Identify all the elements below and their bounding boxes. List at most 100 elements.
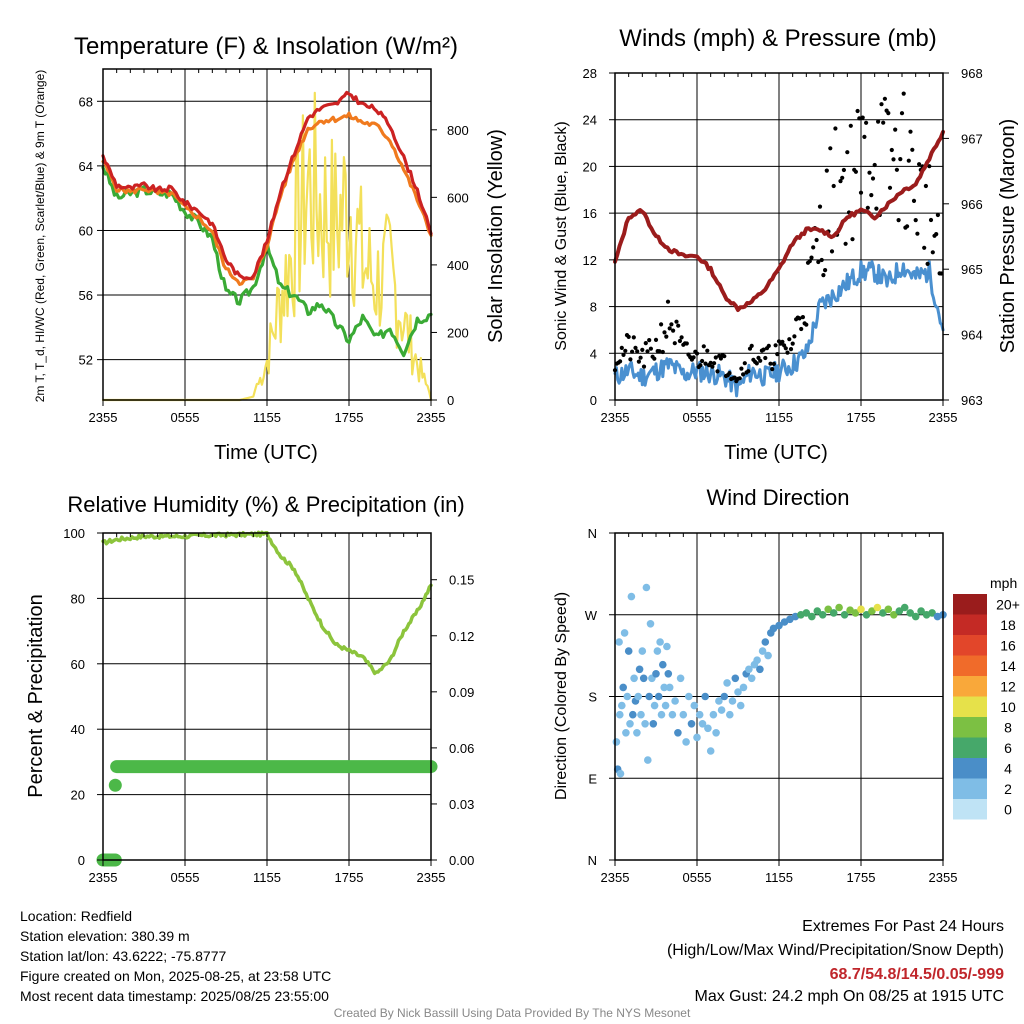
gust-point — [816, 259, 821, 265]
y-tick-label-right: 800 — [447, 123, 469, 138]
legend-swatch — [953, 594, 987, 615]
direction-point — [668, 710, 677, 719]
legend-label: 6 — [1004, 740, 1012, 756]
gust-point — [674, 319, 679, 324]
gust-point — [831, 183, 836, 189]
x-tick-label: 0555 — [171, 870, 200, 885]
gust-point — [800, 315, 806, 320]
gust-point — [623, 348, 628, 353]
gust-point — [833, 126, 838, 131]
legend-label: 8 — [1004, 719, 1012, 735]
gust-point — [630, 349, 635, 354]
direction-point — [928, 609, 936, 617]
direction-point — [657, 710, 666, 719]
direction-point — [723, 679, 731, 687]
legend-label: 10 — [1000, 699, 1016, 715]
gust-point — [636, 359, 642, 364]
gust-point — [917, 162, 922, 167]
gust-point — [853, 169, 859, 174]
gust-point — [694, 351, 700, 356]
chart-title: Temperature (F) & Insolation (W/m²) — [74, 33, 458, 60]
direction-point — [900, 603, 909, 612]
x-axis-label: Time (UTC) — [724, 442, 828, 464]
gust-point — [792, 334, 797, 339]
gust-point — [742, 361, 747, 366]
gust-point — [722, 354, 727, 359]
y-tick-label: 12 — [583, 253, 597, 268]
legend-label: 2 — [1004, 781, 1012, 797]
direction-point — [706, 747, 715, 755]
gust-point — [712, 361, 717, 366]
direction-point — [620, 629, 629, 637]
legend-label: 0 — [1004, 801, 1012, 817]
gust-point — [659, 322, 664, 327]
gust-point — [908, 129, 913, 134]
x-axis-label: Time (UTC) — [214, 442, 318, 464]
y-tick-label-right: 0.00 — [449, 853, 474, 868]
gust-point — [857, 116, 862, 121]
y-tick-label-right: 966 — [961, 197, 983, 212]
direction-point — [661, 701, 670, 710]
gust-point — [896, 218, 901, 223]
gust-point — [770, 367, 775, 372]
direction-point — [745, 665, 753, 674]
y-tick-label-right: 0.06 — [449, 741, 474, 756]
y-tick-label: 20 — [71, 788, 85, 803]
gust-point — [811, 245, 816, 250]
extremes-title: Extremes For Past 24 Hours — [802, 918, 1004, 935]
gust-point — [684, 341, 689, 346]
chart-title: Wind Direction — [706, 485, 849, 510]
direction-point — [623, 692, 632, 701]
elevation-text: Station elevation: 380.39 m — [20, 928, 190, 944]
gust-point — [698, 363, 703, 368]
gust-point — [667, 326, 672, 331]
y-tick-label-right: 963 — [961, 393, 983, 408]
x-tick-label: 2355 — [601, 870, 630, 885]
gust-point — [739, 366, 744, 371]
direction-point — [618, 701, 626, 710]
direction-point — [665, 683, 674, 692]
direction-point — [873, 603, 882, 612]
legend-label: 18 — [1000, 617, 1016, 633]
y-tick-label-right: 0 — [447, 393, 454, 408]
legend-swatch — [953, 614, 987, 635]
latlon-text: Station lat/lon: 43.6222; -75.8777 — [20, 948, 227, 964]
y-tick-label: 20 — [583, 159, 597, 174]
gust-point — [780, 339, 785, 344]
gust-point — [785, 350, 790, 355]
gust-point — [660, 349, 665, 355]
direction-point — [612, 738, 621, 746]
y-axis-label-right: Solar Insolation (Yellow) — [485, 129, 507, 343]
gust-point — [746, 369, 751, 374]
y-tick-label-right: 0.03 — [449, 797, 474, 812]
gust-point — [876, 119, 881, 124]
legend-swatch — [953, 635, 987, 656]
direction-point — [641, 720, 649, 728]
gust-point — [860, 115, 865, 120]
direction-point — [660, 683, 668, 692]
gust-point — [910, 147, 915, 152]
gust-point — [874, 206, 879, 211]
gust-point — [858, 190, 864, 195]
gust-point — [640, 347, 645, 352]
gust-point — [641, 364, 647, 369]
x-tick-label: 2355 — [929, 870, 958, 885]
legend-swatch — [953, 758, 987, 779]
gust-point — [713, 355, 718, 360]
gust-point — [886, 111, 891, 116]
y-tick-label: S — [588, 690, 597, 705]
x-tick-label: 0555 — [171, 410, 200, 425]
direction-point — [642, 583, 651, 592]
y-axis-label: Direction (Colored By Speed) — [553, 592, 570, 800]
gust-point — [882, 96, 888, 101]
direction-point — [802, 609, 811, 617]
gust-point — [647, 338, 652, 343]
y-tick-label-right: 968 — [961, 66, 983, 81]
direction-point — [637, 710, 645, 719]
direction-point — [624, 647, 633, 655]
y-axis-label: Sonic Wind & Gust (Blue, Black) — [553, 121, 570, 350]
y-tick-label: 60 — [71, 657, 85, 672]
direction-point — [726, 710, 734, 719]
x-tick-label: 1755 — [335, 410, 364, 425]
